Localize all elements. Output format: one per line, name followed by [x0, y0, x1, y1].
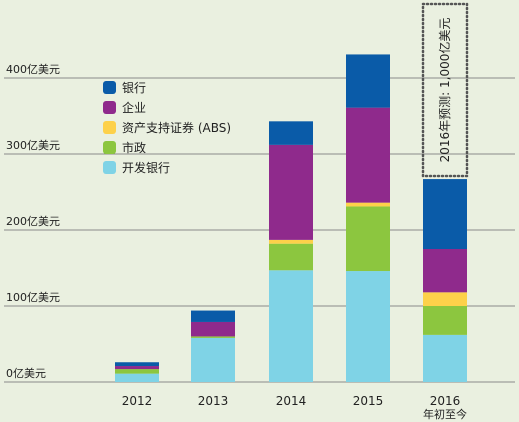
legend-swatch-municipal [103, 141, 116, 154]
bar-2013-corporate [191, 321, 235, 337]
bar-2015-dev_bank [346, 271, 390, 382]
y-tick-label-300: 300亿美元 [6, 139, 60, 152]
legend-swatch-dev_bank [103, 161, 116, 174]
legend-label-bank: 银行 [122, 81, 146, 95]
bar-2012-bank [115, 362, 159, 367]
bar-2014-abs [269, 239, 313, 244]
y-tick-label-200: 200亿美元 [6, 215, 60, 228]
forecast-dotted-outline [421, 2, 469, 178]
bar-2016-dev_bank [423, 334, 467, 382]
forecast-label: 2016年预测: 1,000亿美元 [437, 18, 452, 163]
bar-2015-abs [346, 202, 390, 207]
bar-2015-municipal [346, 206, 390, 272]
bar-2013-municipal [191, 336, 235, 338]
bar-2012-dev_bank [115, 373, 159, 382]
legend-swatch-abs [103, 121, 116, 134]
y-tick-label-100: 100亿美元 [6, 291, 60, 304]
x-tick-label-2015: 2015 [353, 394, 384, 408]
legend-label-dev_bank: 开发银行 [122, 160, 170, 175]
stacked-bars [115, 54, 467, 382]
bar-2014-municipal [269, 243, 313, 271]
x-tick-sublabel-2016: 年初至今 [423, 407, 467, 421]
legend-swatch-corporate [103, 101, 116, 114]
bar-2015-corporate [346, 107, 390, 203]
bar-2016-corporate [423, 249, 467, 293]
x-tick-label-2016: 2016 [430, 394, 461, 408]
y-axis-tick-labels: 0亿美元 100亿美元 200亿美元 300亿美元 400亿美元 [6, 63, 60, 380]
bar-2014-bank [269, 121, 313, 145]
bar-2016-municipal [423, 306, 467, 335]
legend-swatch-bank [103, 81, 116, 94]
bar-2012-municipal [115, 369, 159, 374]
y-tick-label-400: 400亿美元 [6, 63, 60, 76]
bar-2014-dev_bank [269, 270, 313, 382]
legend-label-corporate: 企业 [122, 100, 146, 115]
x-tick-label-2014: 2014 [276, 394, 307, 408]
bar-2016-bank [423, 179, 467, 249]
legend-label-abs: 资产支持证券 (ABS) [122, 120, 231, 135]
forecast-box: 2016年预测: 1,000亿美元 [421, 2, 469, 178]
bar-2013-bank [191, 310, 235, 322]
bar-2016-abs [423, 292, 467, 306]
x-tick-label-2013: 2013 [198, 394, 229, 408]
y-tick-label-0: 0亿美元 [6, 367, 46, 380]
bar-2013-dev_bank [191, 337, 235, 382]
bar-2012-corporate [115, 366, 159, 370]
bar-2015-bank [346, 54, 390, 108]
x-tick-label-2012: 2012 [122, 394, 153, 408]
bar-2014-corporate [269, 144, 313, 240]
legend-label-municipal: 市政 [122, 140, 146, 155]
